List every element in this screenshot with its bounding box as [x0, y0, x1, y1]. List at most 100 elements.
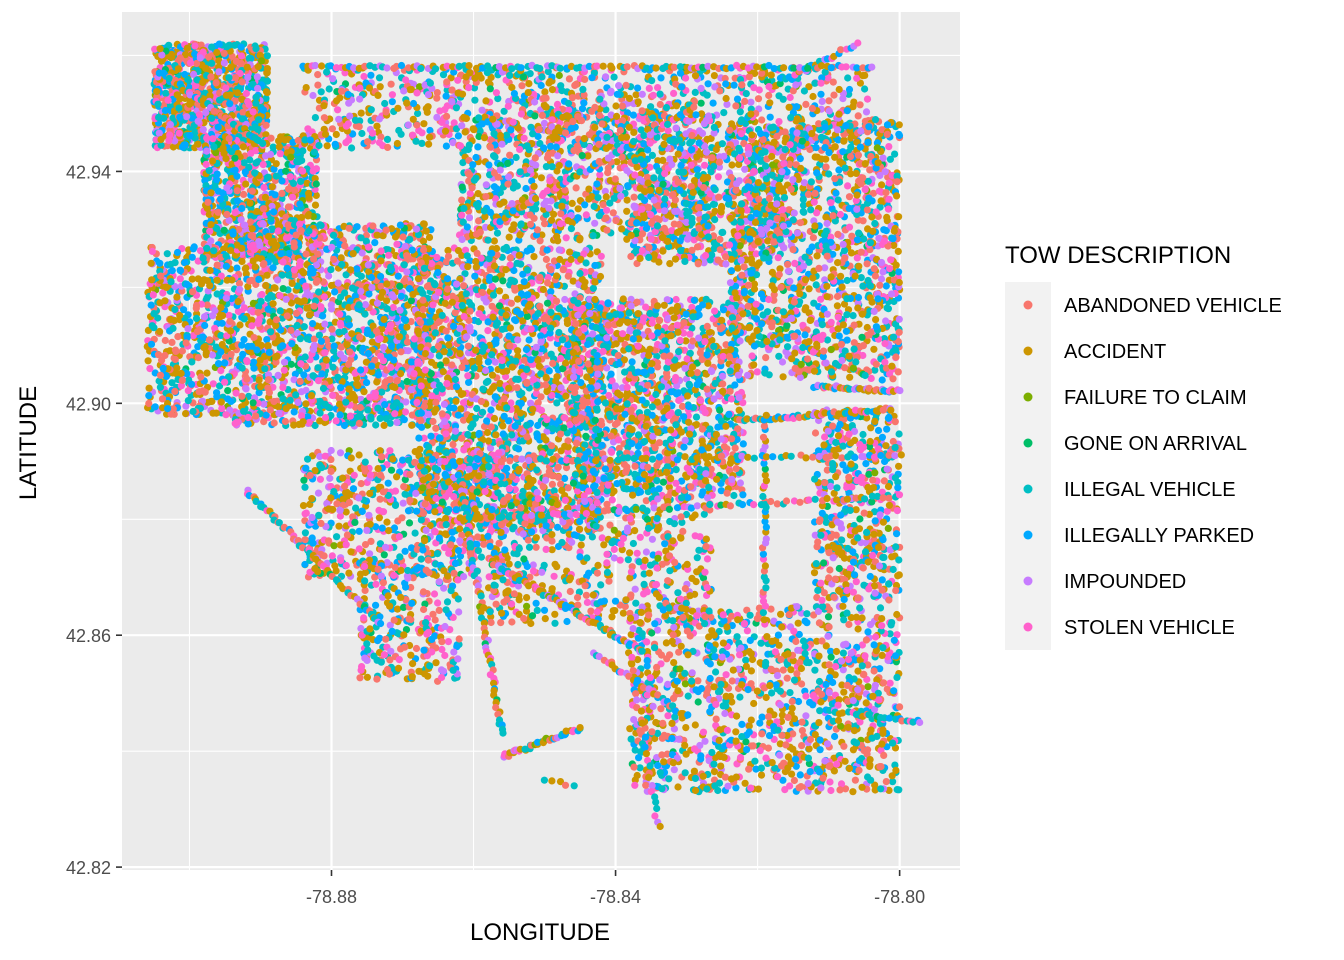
data-point	[303, 335, 311, 343]
data-point	[241, 221, 249, 229]
data-point	[487, 406, 495, 414]
data-point	[548, 442, 556, 450]
data-point	[537, 338, 545, 346]
data-point	[393, 377, 401, 385]
data-point	[302, 282, 310, 290]
data-point	[504, 417, 513, 425]
data-point	[266, 252, 274, 260]
data-point	[227, 63, 235, 71]
data-point	[294, 398, 302, 406]
data-point	[233, 89, 242, 97]
data-point	[475, 429, 483, 438]
data-point	[389, 383, 397, 391]
data-point	[271, 191, 279, 199]
data-point	[238, 364, 246, 372]
data-point	[236, 285, 244, 293]
data-point	[513, 259, 521, 267]
data-point	[286, 173, 294, 181]
data-point	[210, 143, 218, 151]
data-point	[536, 302, 544, 310]
data-point	[286, 396, 294, 404]
data-point	[557, 480, 565, 488]
data-point	[269, 237, 278, 245]
data-point	[336, 319, 344, 327]
data-point	[436, 434, 444, 442]
data-point	[296, 200, 304, 208]
data-point	[514, 295, 522, 303]
data-point	[205, 53, 213, 61]
data-point	[270, 397, 278, 406]
data-point	[254, 308, 262, 317]
data-point	[492, 339, 500, 347]
data-point	[364, 406, 372, 414]
data-point	[267, 291, 275, 299]
data-point	[238, 52, 246, 60]
data-point	[262, 152, 270, 160]
data-point	[480, 343, 488, 351]
data-point	[466, 323, 474, 331]
data-point	[254, 84, 262, 92]
data-point	[305, 418, 313, 427]
data-point	[267, 134, 275, 142]
data-point	[300, 297, 309, 305]
data-point	[369, 222, 377, 230]
data-point	[438, 410, 446, 418]
data-point	[549, 425, 557, 433]
data-point	[329, 391, 337, 399]
data-point	[251, 263, 259, 271]
data-point	[330, 255, 338, 263]
data-point	[278, 189, 286, 197]
data-point	[245, 55, 253, 63]
data-point	[431, 329, 439, 337]
data-point	[253, 254, 261, 262]
data-point	[354, 382, 362, 390]
data-point	[596, 272, 605, 281]
data-point	[361, 301, 369, 309]
data-point	[319, 384, 328, 392]
data-point	[231, 41, 239, 49]
data-point	[503, 464, 511, 472]
data-point	[364, 261, 372, 269]
data-point	[158, 51, 166, 59]
data-point	[431, 281, 439, 289]
data-point	[242, 385, 250, 393]
data-point	[283, 312, 291, 320]
data-point	[191, 128, 199, 136]
data-point	[309, 320, 317, 328]
data-point	[381, 378, 389, 386]
data-point	[448, 298, 456, 306]
data-point	[556, 255, 564, 264]
data-point	[502, 311, 510, 319]
data-point	[257, 297, 265, 305]
data-point	[490, 262, 498, 270]
data-point	[456, 324, 464, 332]
data-point	[342, 398, 350, 406]
data-point	[303, 304, 311, 312]
data-point	[236, 321, 244, 329]
data-point	[407, 386, 415, 394]
data-point	[450, 404, 458, 412]
data-point	[257, 57, 266, 65]
data-point	[355, 301, 363, 309]
data-point	[417, 382, 425, 390]
data-point	[358, 249, 366, 257]
data-point	[428, 259, 436, 268]
data-point	[287, 326, 295, 334]
data-point	[337, 293, 345, 301]
data-point	[349, 250, 357, 258]
data-point	[373, 231, 381, 239]
data-point	[406, 235, 414, 243]
data-point	[520, 356, 529, 364]
data-point	[263, 271, 271, 279]
data-point	[336, 310, 344, 318]
data-point	[439, 368, 447, 376]
data-point	[403, 268, 411, 276]
data-point	[282, 295, 290, 303]
data-point	[419, 296, 427, 304]
data-point	[346, 266, 355, 274]
data-point	[558, 336, 567, 344]
data-point	[524, 291, 532, 299]
data-point	[327, 266, 335, 274]
data-point	[345, 360, 353, 368]
data-point	[240, 315, 248, 323]
